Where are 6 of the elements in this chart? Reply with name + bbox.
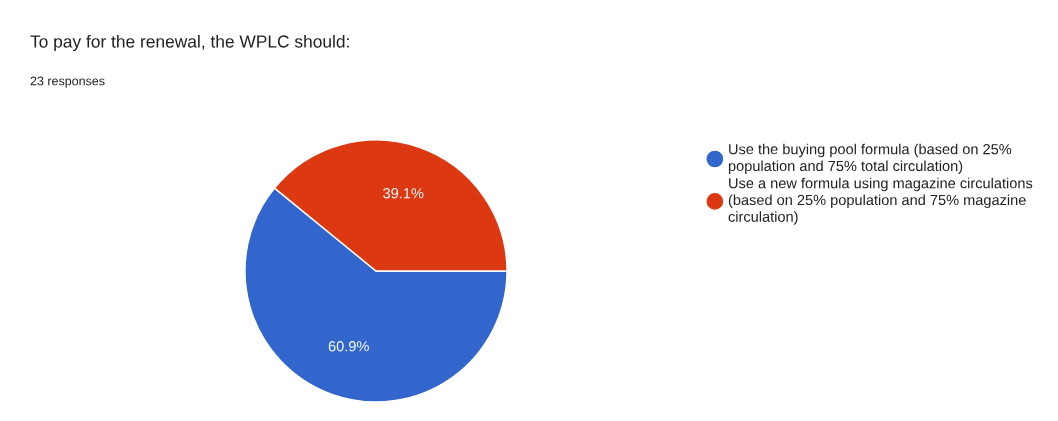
data-label: 60.9% [328,341,369,352]
chart-title: To pay for the renewal, the WPLC should: [30,34,349,52]
data-label: 39.1% [383,188,424,199]
text: 23 responses [30,76,105,88]
legend-label: Use the buying pool formula (based on 25% population and 75% total circulation) [728,143,1012,174]
legend-label: Use a new formula using magazine circulations (based on 25% population and 75% magazine circulation) [728,177,1033,225]
